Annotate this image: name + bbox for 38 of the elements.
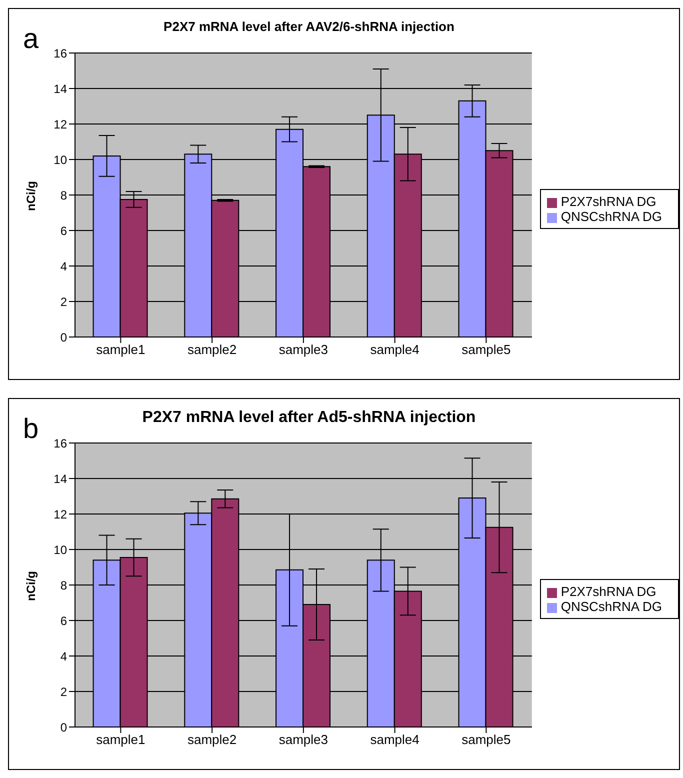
x-tick-label: sample2 <box>187 342 237 358</box>
x-tick-label: sample1 <box>96 732 146 748</box>
text: b <box>23 413 39 445</box>
y-tick-label: 12 <box>54 507 68 522</box>
x-tick-label: sample4 <box>370 732 420 748</box>
legend-label: QNSCshRNA DG <box>560 209 662 224</box>
y-tick-label: 6 <box>60 224 68 238</box>
x-tick-label: sample3 <box>278 732 328 748</box>
y-tick-label: 8 <box>60 578 68 592</box>
y-tick-label: 4 <box>60 259 68 274</box>
x-tick-label: sample2 <box>187 732 237 748</box>
y-tick-label: 16 <box>54 436 68 450</box>
x-tick-label: sample5 <box>462 342 511 358</box>
y-tick-label: 12 <box>54 117 68 132</box>
y-tick-label: 8 <box>60 188 68 202</box>
y-tick-label: 14 <box>54 472 68 486</box>
y-axis-title: nCi/g <box>24 570 38 603</box>
x-tick-label: sample4 <box>370 342 420 358</box>
y-tick-label: 0 <box>60 330 68 344</box>
y-axis-title: nCi/g <box>24 180 38 213</box>
x-tick-label: sample3 <box>278 342 328 358</box>
x-tick-label: sample1 <box>96 342 146 358</box>
chart-title: P2X7 mRNA level after Ad5-shRNA injection <box>141 409 477 427</box>
legend-label: P2X7shRNA DG <box>560 194 656 209</box>
text: a <box>23 23 39 55</box>
y-tick-label: 2 <box>60 684 68 699</box>
y-tick-label: 10 <box>54 542 68 557</box>
y-tick-label: 0 <box>60 720 68 734</box>
chart-title: P2X7 mRNA level after AAV2/6-shRNA injection <box>162 19 456 34</box>
legend-label: P2X7shRNA DG <box>560 584 656 599</box>
y-tick-label: 14 <box>54 82 68 96</box>
legend-label: QNSCshRNA DG <box>560 599 662 614</box>
x-tick-label: sample5 <box>462 732 511 748</box>
y-tick-label: 4 <box>60 649 68 664</box>
y-tick-label: 2 <box>60 294 68 309</box>
y-tick-label: 10 <box>54 152 68 167</box>
y-tick-label: 16 <box>54 46 68 60</box>
y-tick-label: 6 <box>60 614 68 628</box>
